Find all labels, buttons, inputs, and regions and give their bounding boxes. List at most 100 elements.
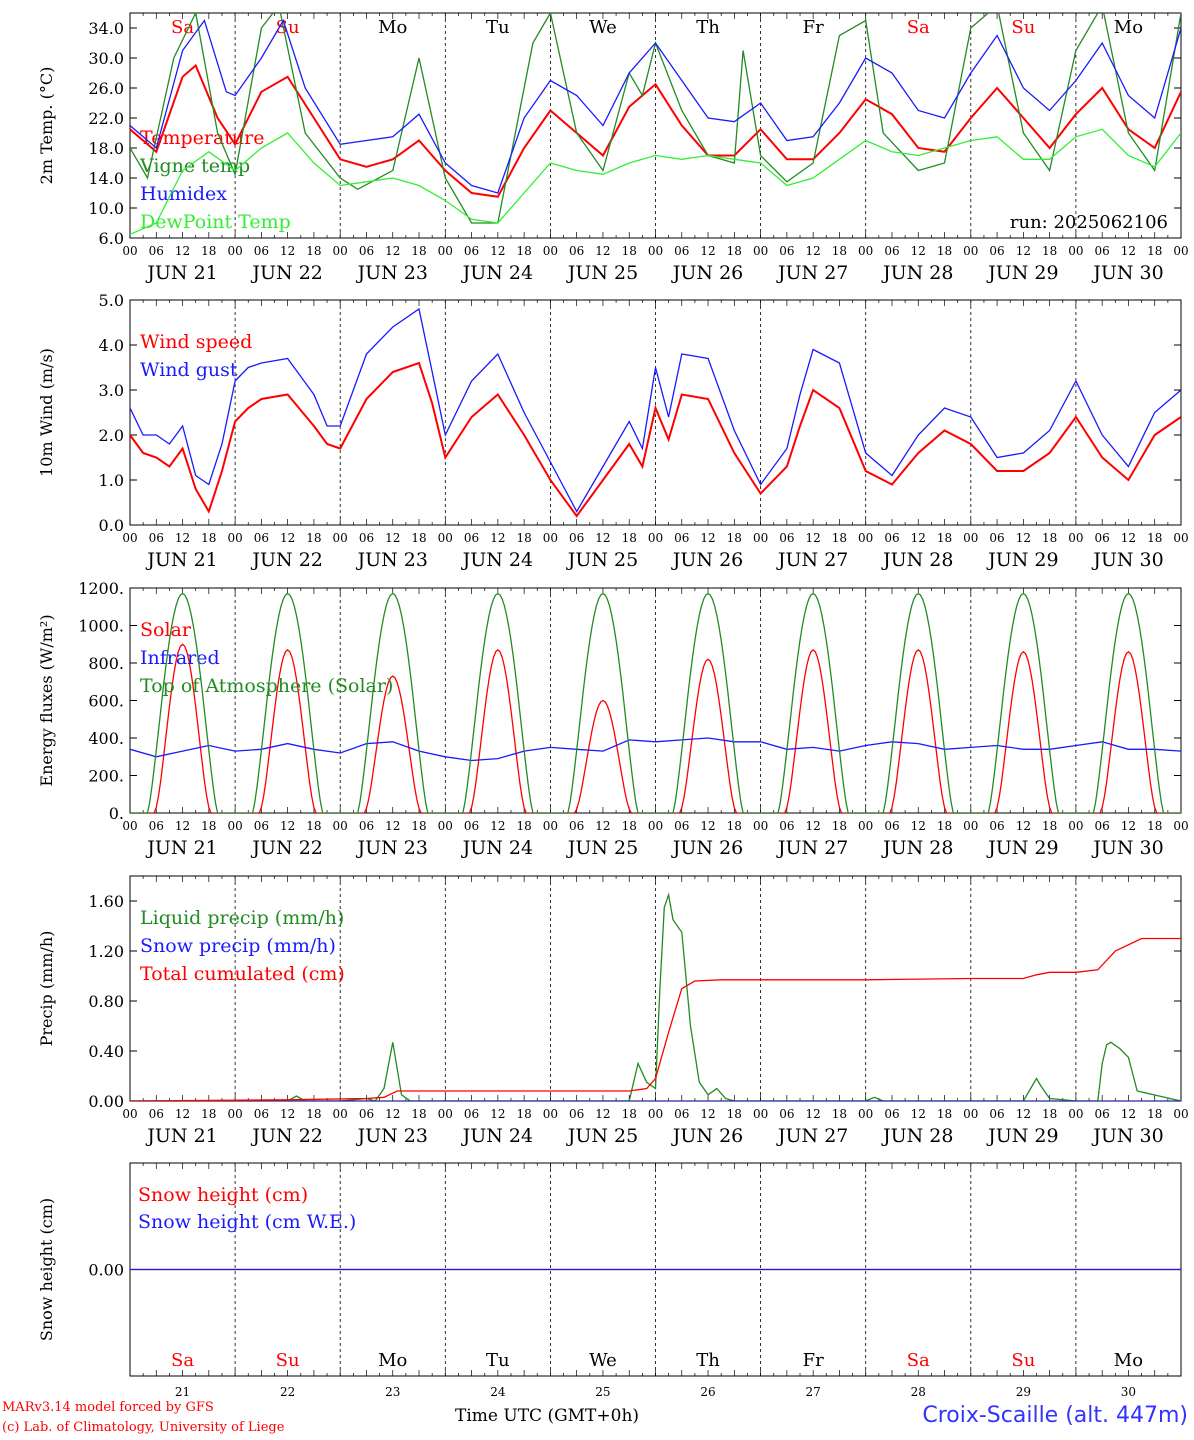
hour-tick-label: 12 [700, 1107, 715, 1121]
y-tick-label: 3.0 [99, 381, 124, 400]
day-number-label: 25 [595, 1385, 610, 1399]
hour-tick-label: 12 [175, 244, 190, 258]
hour-tick-label: 18 [516, 819, 531, 833]
y-tick-label: 1.20 [88, 942, 124, 961]
date-label: JUN 25 [566, 549, 638, 571]
hour-tick-label: 06 [779, 819, 794, 833]
hour-tick-label: 06 [569, 1107, 584, 1121]
hour-tick-label: 06 [989, 819, 1004, 833]
hour-tick-label: 00 [648, 531, 663, 545]
hour-tick-label: 18 [516, 1107, 531, 1121]
date-label: JUN 26 [671, 549, 743, 571]
y-tick-label: 34.0 [88, 19, 124, 38]
date-label: JUN 24 [461, 262, 533, 284]
hour-tick-label: 00 [963, 819, 978, 833]
series-line-wind-speed [130, 361, 1181, 518]
weekday-label: Mo [378, 1350, 407, 1371]
hour-tick-label: 12 [280, 819, 295, 833]
hour-tick-label: 00 [333, 819, 348, 833]
panel-1: 6.0 10.0 14.0 18.0 22.0 26.0 30.0 34.0 2m Temp. … [37, 12, 1189, 284]
weekday-label: Tu [486, 1350, 510, 1371]
series-line-total-cumulated-cm- [130, 937, 1181, 1101]
legend-entry: Humidex [140, 183, 227, 205]
hour-tick-label: 18 [306, 531, 321, 545]
copyright: (c) Lab. of Climatology, University of L… [2, 1420, 285, 1435]
day-number-label: 24 [490, 1385, 506, 1399]
hour-tick-label: 00 [858, 819, 873, 833]
date-label: JUN 29 [986, 837, 1058, 859]
y-tick-label: 1200. [78, 579, 124, 598]
hour-tick-label: 00 [227, 1107, 242, 1121]
hour-tick-label: 00 [122, 1107, 137, 1121]
hour-tick-label: 12 [1016, 531, 1031, 545]
hour-tick-label: 12 [385, 531, 400, 545]
hour-tick-label: 12 [700, 819, 715, 833]
day-number-label: 30 [1121, 1385, 1136, 1399]
date-label: JUN 23 [356, 837, 428, 859]
hour-tick-label: 06 [254, 244, 269, 258]
y-tick-label: 200. [88, 767, 124, 786]
hour-tick-label: 06 [359, 819, 374, 833]
hour-tick-label: 00 [122, 531, 137, 545]
legend-entry: Wind gust [140, 359, 238, 381]
date-label: JUN 30 [1091, 262, 1163, 284]
hour-tick-label: 18 [411, 244, 426, 258]
hour-tick-label: 00 [122, 244, 137, 258]
hour-tick-label: 12 [175, 819, 190, 833]
day-number-label: 21 [175, 1385, 190, 1399]
weekday-label: Su [1011, 1350, 1035, 1371]
hour-tick-label: 12 [490, 819, 505, 833]
date-label: JUN 22 [250, 262, 322, 284]
hour-tick-label: 00 [333, 244, 348, 258]
date-label: JUN 21 [145, 1125, 217, 1147]
hour-tick-label: 06 [149, 819, 164, 833]
date-label: JUN 22 [250, 837, 322, 859]
date-label: JUN 30 [1091, 837, 1163, 859]
hour-tick-label: 18 [832, 244, 847, 258]
date-label: JUN 30 [1091, 549, 1163, 571]
hour-tick-label: 18 [622, 1107, 637, 1121]
legend-entry: Liquid precip (mm/h) [140, 907, 344, 929]
hour-tick-label: 00 [333, 531, 348, 545]
y-tick-label: 4.0 [99, 336, 124, 355]
hour-tick-label: 18 [201, 819, 216, 833]
date-label: JUN 26 [671, 262, 743, 284]
hour-tick-label: 00 [1068, 244, 1083, 258]
legend-entry: Wind speed [140, 331, 252, 353]
hour-tick-label: 00 [963, 531, 978, 545]
y-axis-label: 10m Wind (m/s) [37, 348, 56, 477]
hour-tick-label: 00 [648, 244, 663, 258]
y-tick-label: 2.0 [99, 426, 124, 445]
y-tick-label: 5.0 [99, 291, 124, 310]
date-label: JUN 27 [776, 837, 848, 859]
hour-tick-label: 00 [1173, 244, 1188, 258]
hour-tick-label: 06 [989, 1107, 1004, 1121]
date-label: JUN 27 [776, 1125, 848, 1147]
hour-tick-label: 00 [1068, 531, 1083, 545]
hour-tick-label: 00 [1068, 1107, 1083, 1121]
y-tick-label: 22.0 [88, 109, 124, 128]
hour-tick-label: 00 [648, 1107, 663, 1121]
hour-tick-label: 18 [937, 1107, 952, 1121]
hour-tick-label: 12 [595, 244, 610, 258]
weekday-label: Sa [907, 1350, 930, 1371]
hour-tick-label: 18 [937, 819, 952, 833]
hour-tick-label: 18 [622, 819, 637, 833]
weekday-label: Mo [1114, 1350, 1143, 1371]
hour-tick-label: 00 [1173, 531, 1188, 545]
hour-tick-label: 06 [359, 531, 374, 545]
hour-tick-label: 18 [1147, 819, 1162, 833]
hour-tick-label: 00 [543, 244, 558, 258]
hour-tick-label: 06 [779, 1107, 794, 1121]
hour-tick-label: 18 [1042, 244, 1057, 258]
y-tick-label: 0.00 [88, 1092, 124, 1111]
weekday-label: Fr [803, 1350, 824, 1371]
hour-tick-label: 18 [832, 531, 847, 545]
hour-tick-label: 06 [254, 819, 269, 833]
day-number-label: 29 [1016, 1385, 1031, 1399]
hour-tick-label: 00 [753, 1107, 768, 1121]
hour-tick-label: 12 [1016, 1107, 1031, 1121]
hour-tick-label: 12 [490, 531, 505, 545]
hour-tick-label: 06 [359, 244, 374, 258]
hour-tick-label: 06 [569, 531, 584, 545]
